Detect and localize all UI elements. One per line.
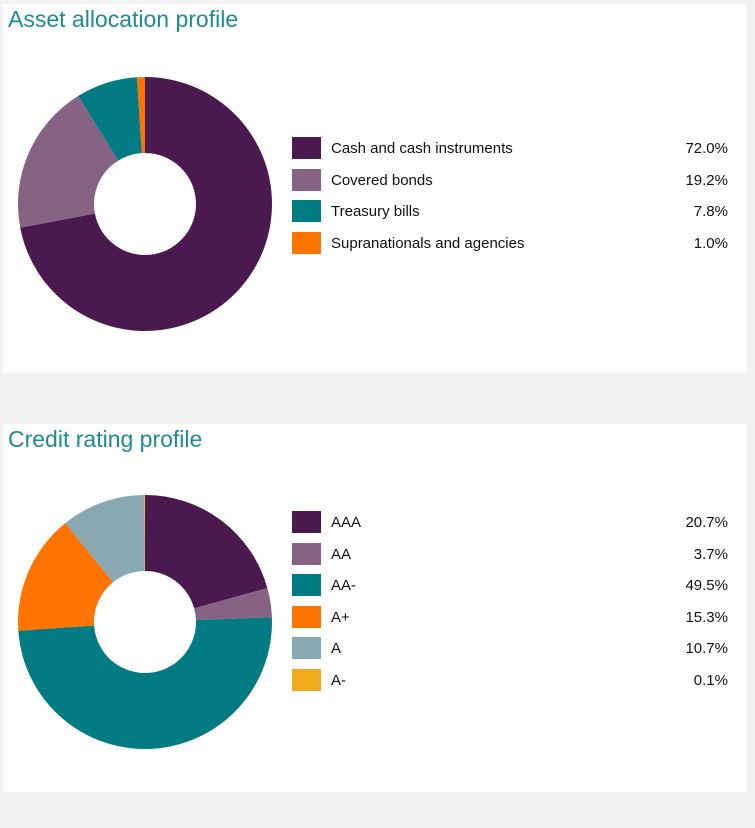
legend-swatch xyxy=(292,668,321,691)
donut-slice-supranationals-and-agencies xyxy=(137,77,145,154)
legend-label: AA xyxy=(331,545,352,563)
legend-item: AA- 49.5% xyxy=(292,574,728,606)
legend-label: AAA xyxy=(331,514,362,531)
donut-slice-covered-bonds xyxy=(17,95,119,228)
legend-label: Treasury bills xyxy=(331,203,420,220)
legend-item: Covered bonds 19.2% xyxy=(292,168,728,201)
legend-item: A+ 15.3% xyxy=(292,605,728,638)
legend-value: 0.1% xyxy=(693,671,728,689)
legend-label: A xyxy=(331,640,342,657)
legend-item: Treasury bills 7.8% xyxy=(292,200,728,232)
legend-value: 3.7% xyxy=(693,545,728,563)
donut-slice-aaa xyxy=(145,495,268,609)
chart-title: Asset allocation profile xyxy=(8,6,239,32)
legend-swatch xyxy=(292,574,321,596)
legend-swatch xyxy=(292,605,321,628)
legend-value: 20.7% xyxy=(685,514,728,531)
asset-allocation-panel: Asset allocation profile Cash and cash i… xyxy=(3,4,746,373)
asset-allocation-legend: Cash and cash instruments 72.0% Covered bo… xyxy=(292,137,728,263)
legend-swatch xyxy=(292,542,321,565)
legend-item: AA 3.7% xyxy=(292,542,728,575)
legend-item: AAA 20.7% xyxy=(292,511,728,543)
legend-label: Supranationals and agencies xyxy=(331,234,525,252)
legend-swatch xyxy=(292,511,321,533)
donut-slice-treasury-bills xyxy=(78,77,142,161)
legend-value: 49.5% xyxy=(685,577,728,594)
donut-slice-a xyxy=(17,523,113,631)
legend-label: Cash and cash instruments xyxy=(331,140,513,157)
donut-slice-aa xyxy=(194,588,272,621)
legend-swatch xyxy=(292,200,321,222)
legend-value: 19.2% xyxy=(685,171,728,189)
legend-item: A- 0.1% xyxy=(292,668,728,701)
legend-value: 10.7% xyxy=(685,640,728,657)
credit-rating-panel: Credit rating profile AAA 20.7% AA 3.7% AA- 4… xyxy=(3,424,746,792)
donut-slice-aa xyxy=(18,617,273,750)
legend-label: A+ xyxy=(331,608,350,626)
legend-label: A- xyxy=(331,671,346,689)
legend-swatch xyxy=(292,168,321,191)
legend-label: Covered bonds xyxy=(331,171,433,189)
legend-value: 7.8% xyxy=(693,203,728,220)
legend-swatch xyxy=(292,231,321,254)
legend-value: 1.0% xyxy=(693,234,728,252)
legend-label: AA- xyxy=(331,577,357,594)
legend-item: A 10.7% xyxy=(292,637,728,669)
donut-slice-a xyxy=(144,495,145,572)
asset-allocation-donut xyxy=(17,77,273,331)
donut-slice-cash-and-cash-instruments xyxy=(20,77,273,331)
legend-value: 72.0% xyxy=(685,140,728,157)
credit-rating-legend: AAA 20.7% AA 3.7% AA- 49.5% A+ 15.3% A 10.7% A- 0.1… xyxy=(292,511,728,700)
legend-item: Cash and cash instruments 72.0% xyxy=(292,137,728,169)
legend-swatch xyxy=(292,137,321,159)
legend-value: 15.3% xyxy=(685,608,728,626)
legend-item: Supranationals and agencies 1.0% xyxy=(292,231,728,264)
donut-slice-a xyxy=(65,495,145,583)
credit-rating-donut xyxy=(17,495,273,750)
chart-title: Credit rating profile xyxy=(8,426,203,452)
legend-swatch xyxy=(292,637,321,659)
